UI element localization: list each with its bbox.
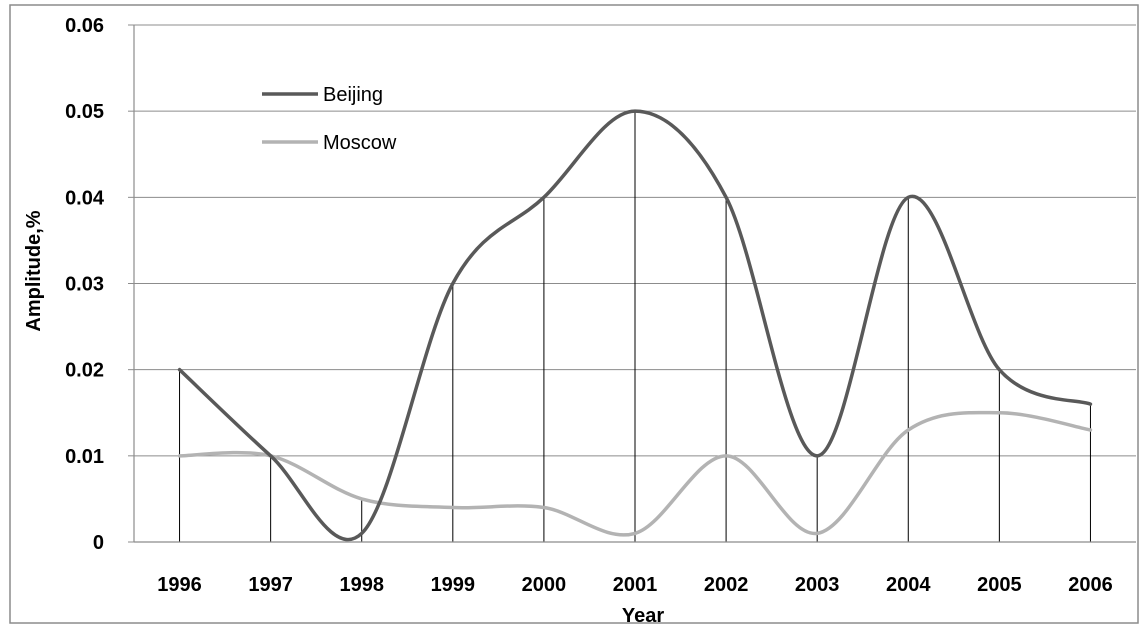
drop-lines: [179, 111, 1091, 542]
x-tick-labels: 1996 1997 1998 1999 2000 2001 2002 2003 2004 2005…: [157, 574, 1112, 596]
x-axis-title: Year: [622, 605, 664, 627]
y-tick-label: 0.01: [65, 446, 104, 468]
x-tick-label: 2002: [704, 574, 749, 596]
series-lines: [177, 109, 1093, 542]
x-tick-label: 2001: [613, 574, 658, 596]
x-tick-label: 2003: [795, 574, 840, 596]
y-tick-label: 0.02: [65, 360, 104, 382]
x-tick-label: 2006: [1068, 574, 1113, 596]
x-tick-label: 2004: [886, 574, 931, 596]
series-line-moscow: [177, 410, 1093, 537]
y-tick-label: 0.05: [65, 101, 104, 123]
y-tick-label: 0.03: [65, 274, 104, 296]
y-tick-label: 0.04: [65, 187, 105, 209]
legend-label: Moscow: [323, 132, 397, 154]
y-axis-title: Amplitude,%: [23, 210, 45, 331]
legend: Beijing Moscow: [262, 84, 397, 154]
x-tick-label: 1998: [339, 574, 384, 596]
x-tick-label: 2000: [522, 574, 567, 596]
chart-border: [9, 4, 1139, 624]
y-tick-label: 0.06: [65, 15, 104, 37]
y-tick-label: 0: [93, 532, 104, 554]
x-tick-label: 2005: [977, 574, 1022, 596]
legend-label: Beijing: [323, 84, 383, 106]
y-tick-labels: 0 0.01 0.02 0.03 0.04 0.05 0.06: [65, 15, 105, 554]
axes: [128, 24, 1136, 543]
x-tick-label: 1997: [248, 574, 293, 596]
x-tick-label: 1999: [431, 574, 476, 596]
x-tick-label: 1996: [157, 574, 202, 596]
series-line-beijing: [177, 109, 1093, 542]
